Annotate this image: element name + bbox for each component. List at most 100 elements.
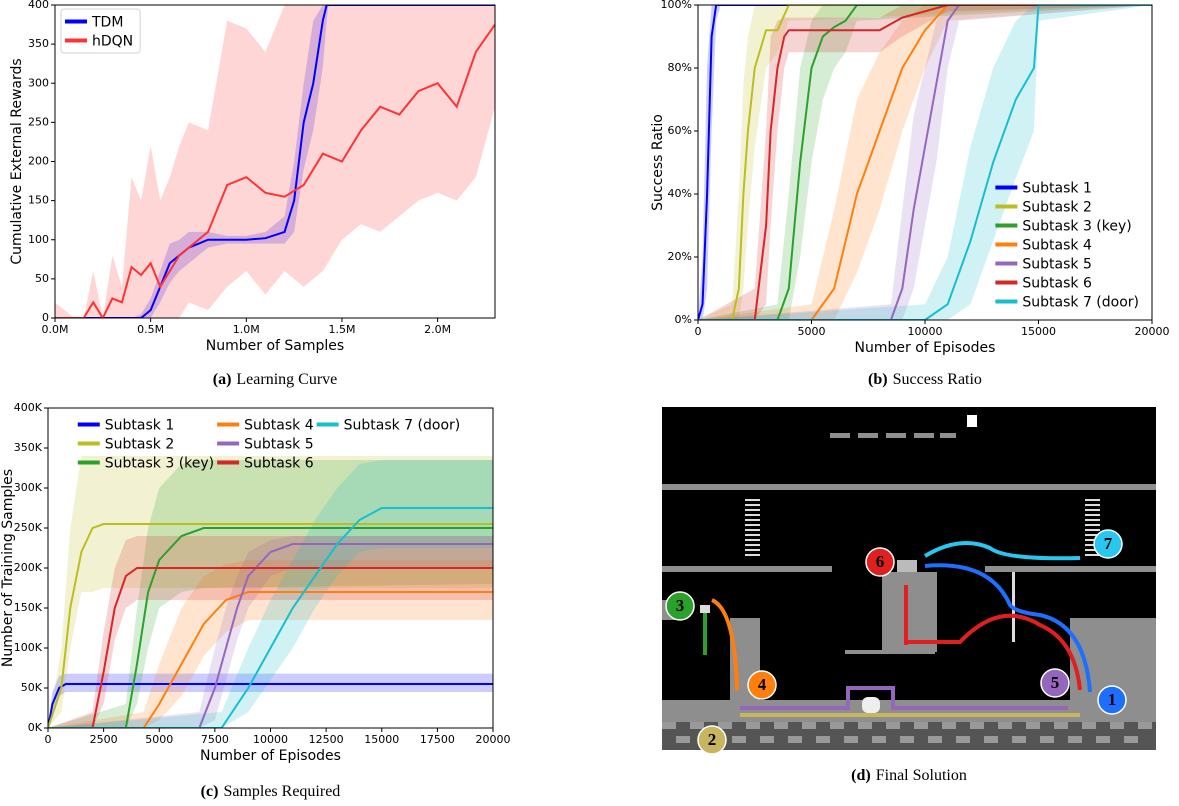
caption: (a) Learning Curve — [213, 371, 338, 388]
y-tick-label: 80% — [668, 61, 692, 74]
series-line — [48, 523, 493, 728]
item — [858, 433, 878, 438]
series-line — [698, 5, 1152, 320]
x-tick-label: 1.0M — [233, 323, 260, 336]
legend-label: Subtask 7 (door) — [1022, 295, 1139, 311]
x-tick-label: 1.5M — [328, 323, 355, 336]
chart: 0 2500 5000 7500 10000 12500 15000 17500 20000 0K… — [0, 401, 511, 800]
marker-circle — [747, 670, 777, 700]
x-axis-label: Number of Samples — [206, 338, 344, 354]
markers: 1 2 3 4 5 6 7 — [665, 529, 1127, 755]
caption-label: (a) — [213, 371, 232, 388]
chart: 0.0M 0.5M 1.0M 1.5M 2.0M 0 50 100 150 200 250 300 35… — [9, 0, 496, 388]
marker-label: 6 — [876, 552, 885, 571]
confidence-band — [48, 536, 493, 728]
legend-label: Subtask 2 — [105, 437, 174, 453]
y-tick-label: 350K — [14, 441, 43, 454]
y-tick-label: 250 — [28, 115, 49, 128]
x-tick-label: 5000 — [798, 325, 826, 338]
ceiling — [662, 484, 1156, 490]
caption-text: Learning Curve — [236, 371, 337, 388]
y-tick-label: 400K — [14, 401, 43, 414]
legend-label: Subtask 3 (key) — [105, 456, 214, 472]
item — [830, 433, 850, 438]
confidence-band — [698, 5, 1152, 320]
legend-label: TDM — [91, 15, 123, 31]
caption-text: Final Solution — [876, 767, 967, 784]
pillar — [882, 572, 937, 652]
player — [897, 560, 917, 572]
x-tick-label: 17500 — [420, 733, 455, 746]
confidence-band — [48, 673, 493, 728]
skull — [862, 697, 880, 713]
item — [914, 433, 934, 438]
y-tick-label: 60% — [668, 124, 692, 137]
conveyor — [845, 650, 935, 654]
key — [700, 605, 710, 613]
plot-area — [55, 5, 495, 318]
y-tick-label: 100 — [28, 233, 49, 246]
series-line — [698, 5, 1152, 320]
game-panel: 1 2 3 4 5 6 7 (d) Final Solution — [662, 407, 1156, 784]
y-axis-label: Success Ratio — [650, 114, 666, 211]
legend-label: Subtask 4 — [1022, 238, 1092, 254]
x-tick-label: 0 — [45, 733, 52, 746]
plot-area — [698, 5, 1152, 320]
arrow-cyan — [923, 541, 1081, 561]
ladder — [1085, 499, 1100, 556]
confidence-band — [698, 5, 1152, 320]
legend-label: Subtask 6 — [244, 456, 314, 472]
marker-label: 4 — [758, 675, 767, 694]
y-tick-label: 50 — [35, 272, 49, 285]
x-tick-label: 2.0M — [424, 323, 451, 336]
y-tick-label: 350 — [28, 37, 49, 50]
series-line — [48, 567, 493, 728]
y-tick-label: 40% — [668, 187, 692, 200]
y-tick-label: 150K — [14, 601, 43, 614]
y-axis-label: Number of Training Samples — [0, 469, 16, 667]
legend: Subtask 1 Subtask 2 Subtask 3 (key) Subtask… — [77, 418, 461, 472]
caption: (c) Samples Required — [201, 783, 341, 800]
legend-label: Subtask 7 (door) — [344, 418, 461, 434]
caption-text: Success Ratio — [893, 371, 982, 388]
x-tick-label: 10000 — [908, 325, 943, 338]
platform — [662, 566, 832, 572]
series-line — [698, 5, 1152, 320]
x-tick-label: 5000 — [145, 733, 173, 746]
marker-circle — [665, 591, 695, 621]
ladders — [745, 499, 1100, 556]
confidence-band — [48, 560, 493, 728]
arrow-red — [904, 585, 1082, 691]
marker-label: 2 — [708, 730, 717, 749]
y-tick-label: 20% — [668, 250, 692, 263]
x-axis-label: Number of Episodes — [855, 340, 996, 356]
legend-label: Subtask 6 — [1022, 276, 1092, 292]
x-tick-label: 15000 — [1021, 325, 1056, 338]
arrow-blue — [924, 563, 1092, 693]
y-tick-label: 0 — [42, 311, 49, 324]
checker — [662, 722, 1152, 743]
series-line — [48, 527, 493, 728]
y-tick-label: 250K — [14, 521, 43, 534]
confidence-band — [48, 536, 493, 728]
marker-label: 5 — [1051, 673, 1060, 692]
legend-label: Subtask 5 — [244, 437, 313, 453]
checkerboard — [662, 722, 1156, 750]
caption-label: (d) — [851, 767, 871, 784]
legend: Subtask 1 Subtask 2 Subtask 3 (key) Subtask… — [995, 181, 1139, 311]
caption-label: (b) — [868, 371, 888, 388]
legend-label: Subtask 5 — [1022, 257, 1091, 273]
marker-circle — [1097, 685, 1127, 715]
confidence-band — [55, 5, 495, 318]
y-tick-label: 100K — [14, 641, 43, 654]
series-line — [48, 543, 493, 728]
y-axis-label: Cumulative External Rewards — [9, 58, 25, 264]
y-tick-label: 100% — [661, 0, 692, 11]
item — [886, 433, 906, 438]
legend-label: hDQN — [92, 34, 133, 50]
y-tick-label: 0K — [28, 721, 43, 734]
arrows — [703, 541, 1092, 717]
series-line — [48, 507, 493, 728]
legend-label: Subtask 3 (key) — [1022, 219, 1131, 235]
marker-circle — [1040, 668, 1070, 698]
